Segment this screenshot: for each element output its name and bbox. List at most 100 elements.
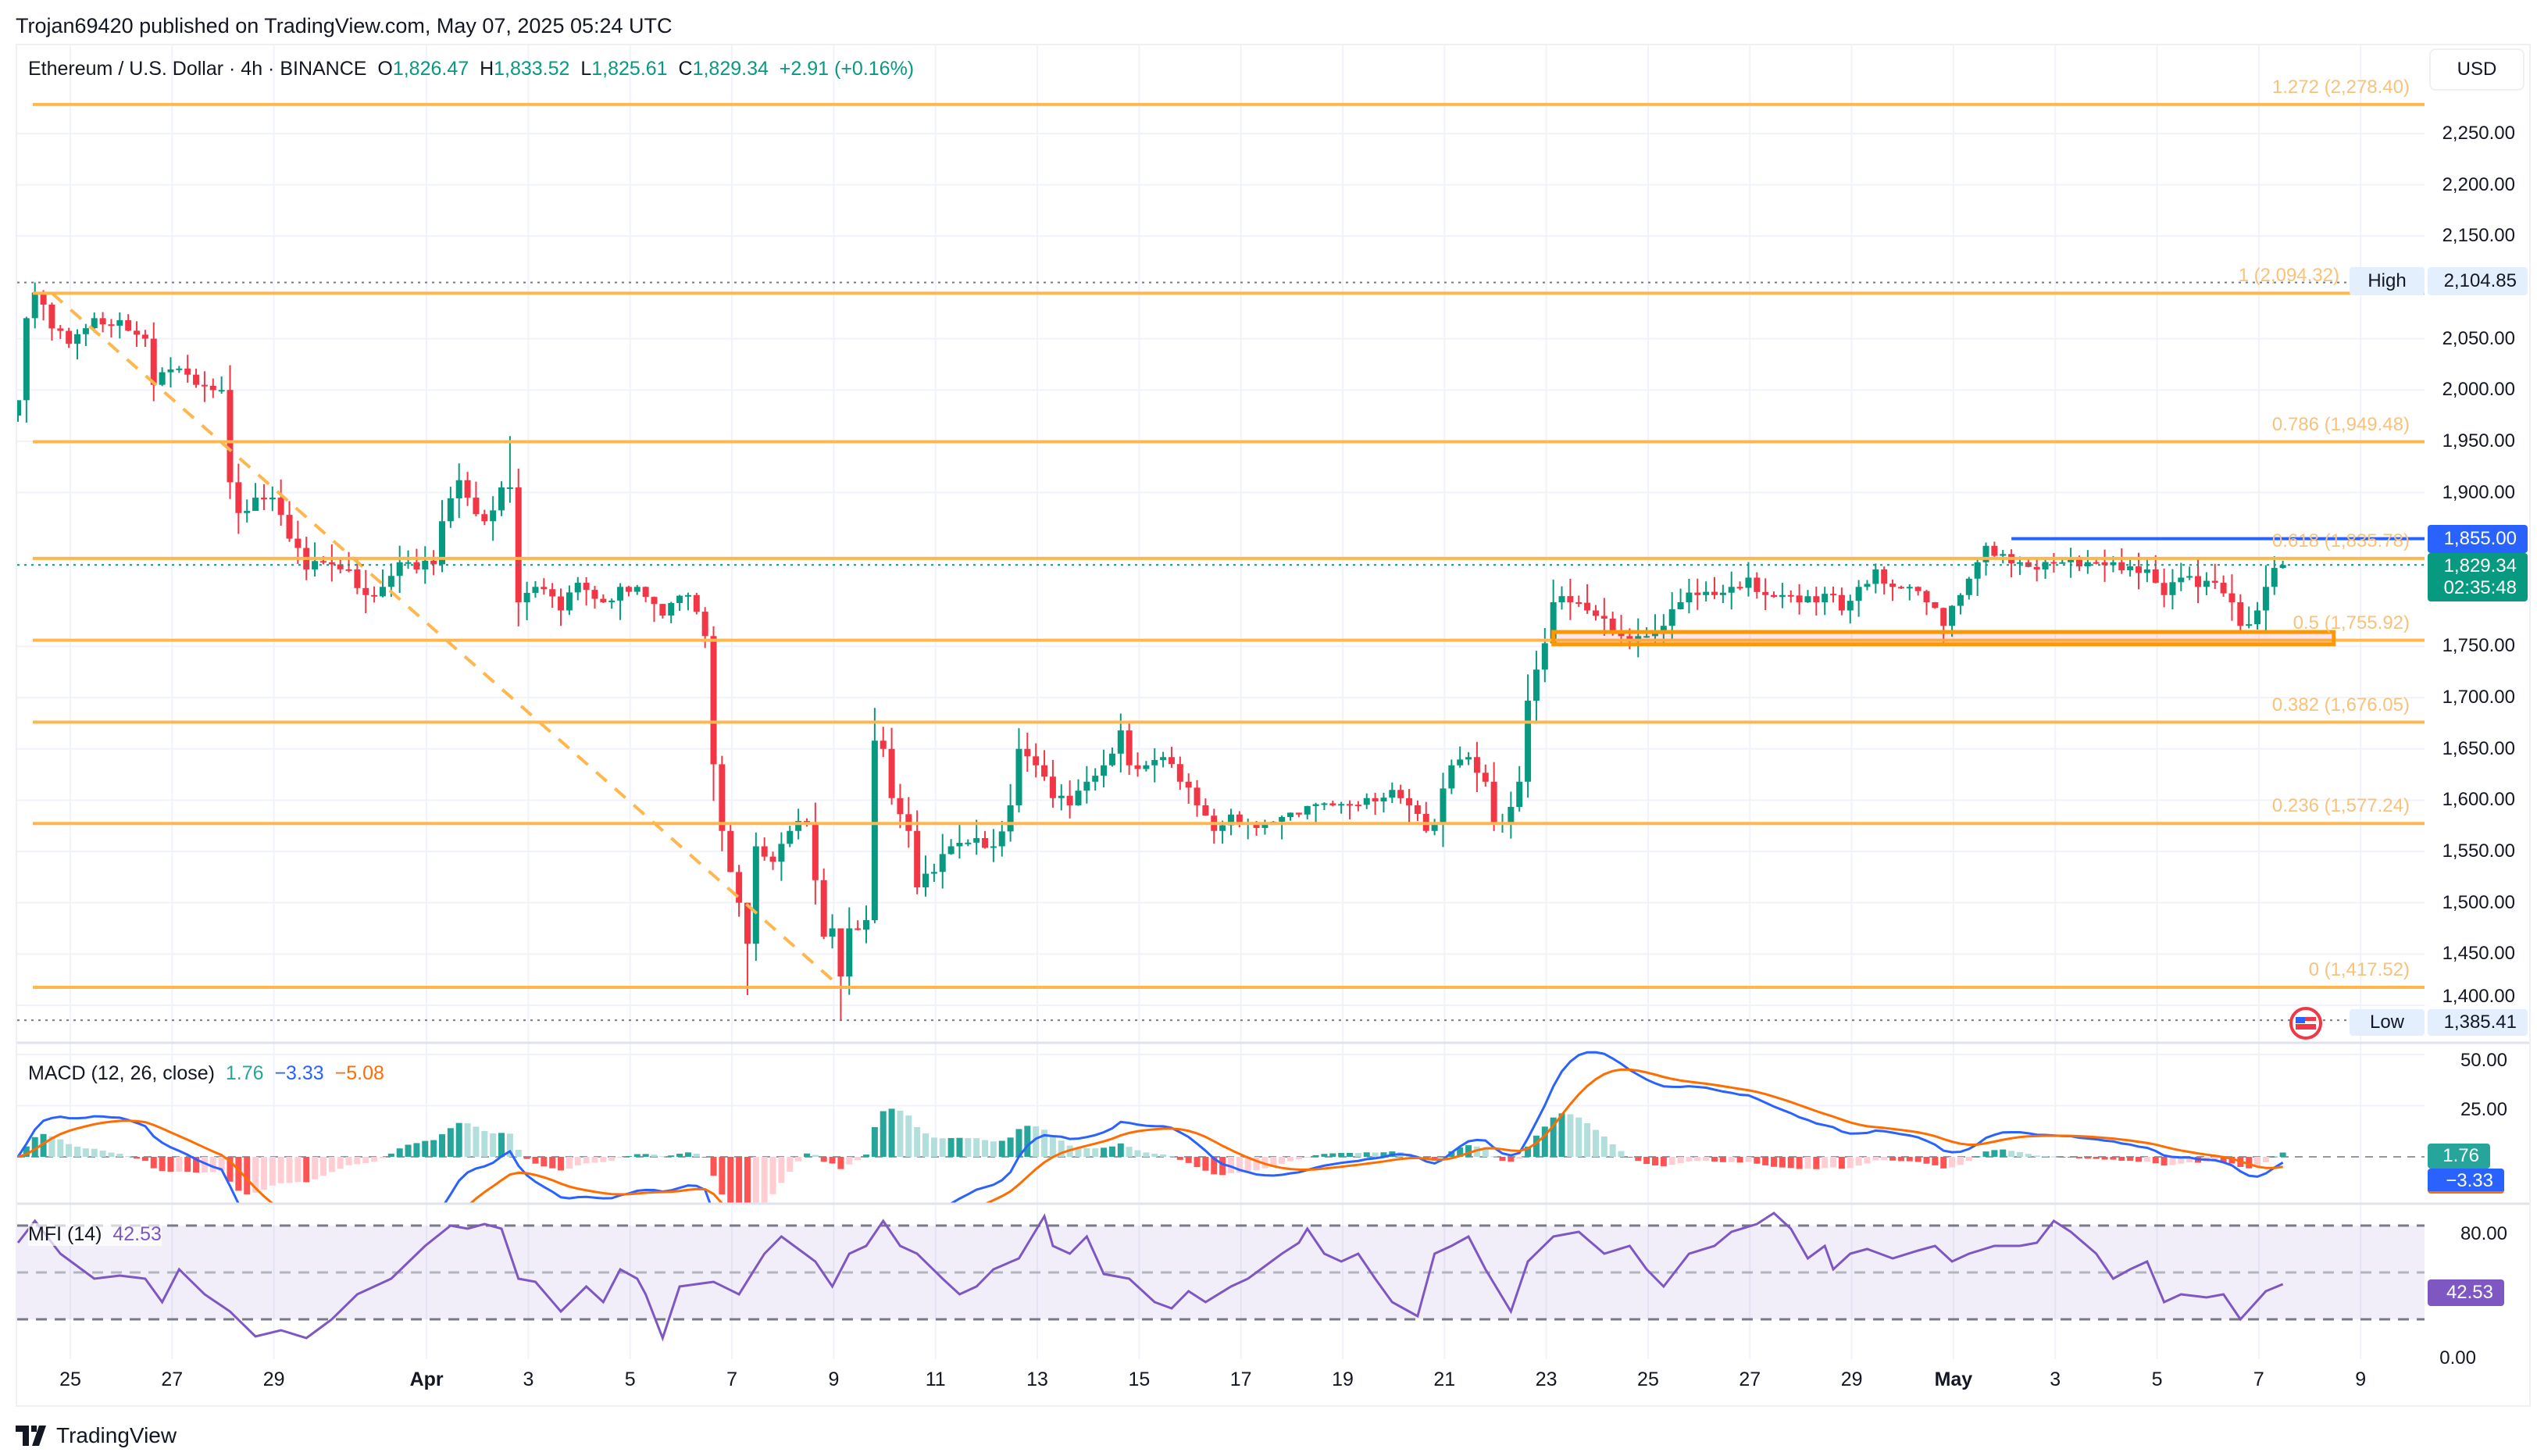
tradingview-logo[interactable]: TradingView	[16, 1423, 177, 1448]
macd-histogram-bar	[74, 1147, 81, 1157]
macd-histogram-bar	[1227, 1157, 1234, 1174]
candle-body	[1287, 812, 1293, 817]
macd-histogram-bar	[778, 1157, 785, 1183]
macd-histogram-bar	[820, 1157, 827, 1162]
macd-histogram-bar	[1830, 1157, 1837, 1168]
macd-histogram-bar	[897, 1110, 904, 1157]
candle-body	[1108, 753, 1115, 765]
candle	[1541, 627, 1548, 683]
macd-histogram-bar	[1261, 1157, 1268, 1169]
candle	[855, 920, 862, 931]
macd-histogram-bar	[1914, 1157, 1921, 1162]
candle-body	[947, 846, 954, 855]
candle	[40, 290, 47, 321]
currency-button[interactable]: USD	[2429, 48, 2525, 91]
fib-level-label: 0 (1,417.52)	[2308, 958, 2410, 980]
candle	[778, 832, 785, 881]
macd-histogram-bar	[371, 1157, 378, 1162]
macd-histogram-bar	[532, 1157, 539, 1164]
time-axis-label: 25	[1637, 1369, 1659, 1390]
alert-price-tag[interactable]: 1,855.00	[2428, 525, 2528, 553]
macd-histogram-bar	[1312, 1154, 1319, 1157]
macd-histogram-bar	[2161, 1157, 2168, 1166]
macd-histogram-bar	[1482, 1148, 1489, 1157]
macd-histogram-bar	[252, 1157, 259, 1193]
candle	[167, 357, 174, 388]
macd-histogram-bar	[1465, 1145, 1472, 1157]
macd-histogram-bar	[1473, 1146, 1480, 1157]
mfi-legend[interactable]: MFI (14) 42.53	[28, 1223, 162, 1246]
candle	[2195, 558, 2202, 604]
macd-histogram-bar	[693, 1153, 700, 1157]
candle-body	[2237, 601, 2244, 626]
macd-histogram-bar	[2068, 1157, 2075, 1158]
candle	[1914, 586, 1921, 596]
candle-body	[1822, 594, 1829, 602]
candle-body	[209, 385, 216, 391]
candle-body	[541, 587, 548, 590]
macd-histogram-bar	[455, 1122, 462, 1157]
time-axis-label: 27	[1739, 1369, 1761, 1390]
macd-histogram-bar	[1889, 1157, 1897, 1161]
time-axis-label: Apr	[409, 1369, 444, 1390]
macd-histogram-bar	[1847, 1157, 1854, 1169]
candle	[1380, 792, 1387, 813]
candle-body	[693, 594, 700, 612]
candle	[897, 783, 904, 829]
candle-body	[2254, 610, 2261, 625]
low-label: L	[580, 58, 592, 80]
candle-body	[1363, 798, 1370, 805]
macd-histogram-bar	[1354, 1153, 1361, 1157]
candle	[574, 576, 581, 601]
candle-body	[244, 511, 251, 513]
candle	[1703, 581, 1710, 602]
fib-level-label: 0.236 (1,577.24)	[2271, 795, 2410, 817]
macd-histogram-bar	[880, 1111, 887, 1157]
macd-histogram-bar	[1822, 1157, 1829, 1169]
macd-legend[interactable]: MACD (12, 26, close) 1.76 −3.33 −5.08	[28, 1062, 384, 1085]
candle	[837, 928, 844, 1021]
macd-histogram-bar	[1033, 1126, 1040, 1157]
candle-body	[1143, 765, 1150, 769]
candle	[244, 499, 251, 523]
candle-body	[31, 292, 38, 319]
macd-histogram-bar	[2050, 1156, 2057, 1158]
macd-histogram-bar	[1211, 1157, 1218, 1175]
candle	[625, 585, 632, 597]
mfi-value-tag: 42.53	[2428, 1279, 2504, 1306]
candle-body	[566, 592, 573, 611]
candle	[2178, 562, 2185, 591]
macd-histogram-bar	[405, 1144, 412, 1157]
candle	[947, 839, 954, 855]
price-pane	[17, 102, 2425, 1022]
candle	[362, 569, 369, 614]
macd-histogram-bar	[1651, 1157, 1658, 1166]
macd-histogram-bar	[1525, 1146, 1532, 1157]
macd-histogram-bar	[387, 1153, 394, 1157]
candle-body	[1312, 804, 1319, 806]
macd-histogram-bar	[1058, 1140, 1065, 1157]
macd-histogram-bar	[515, 1149, 522, 1157]
candle	[490, 496, 497, 541]
candle-body	[1516, 781, 1523, 808]
candle	[2033, 559, 2040, 582]
candle	[31, 282, 38, 329]
symbol-legend[interactable]: Ethereum / U.S. Dollar · 4h · BINANCE O1…	[28, 58, 914, 80]
macd-histogram-bar	[1864, 1157, 1871, 1164]
candle-body	[201, 384, 208, 387]
candle-body	[2101, 562, 2108, 566]
macd-histogram-bar	[812, 1154, 819, 1157]
time-axis-label: 7	[2253, 1369, 2264, 1390]
candle	[2084, 550, 2091, 574]
candle-body	[973, 837, 980, 843]
macd-histogram-bar	[337, 1157, 344, 1169]
candle	[1083, 765, 1090, 804]
candle-body	[40, 292, 47, 305]
candle	[66, 327, 73, 348]
macd-histogram-bar	[354, 1157, 361, 1165]
candle	[2042, 557, 2049, 580]
candle-body	[1804, 596, 1811, 602]
macd-histogram-bar	[1745, 1157, 1752, 1162]
macd-histogram-bar	[201, 1157, 208, 1172]
